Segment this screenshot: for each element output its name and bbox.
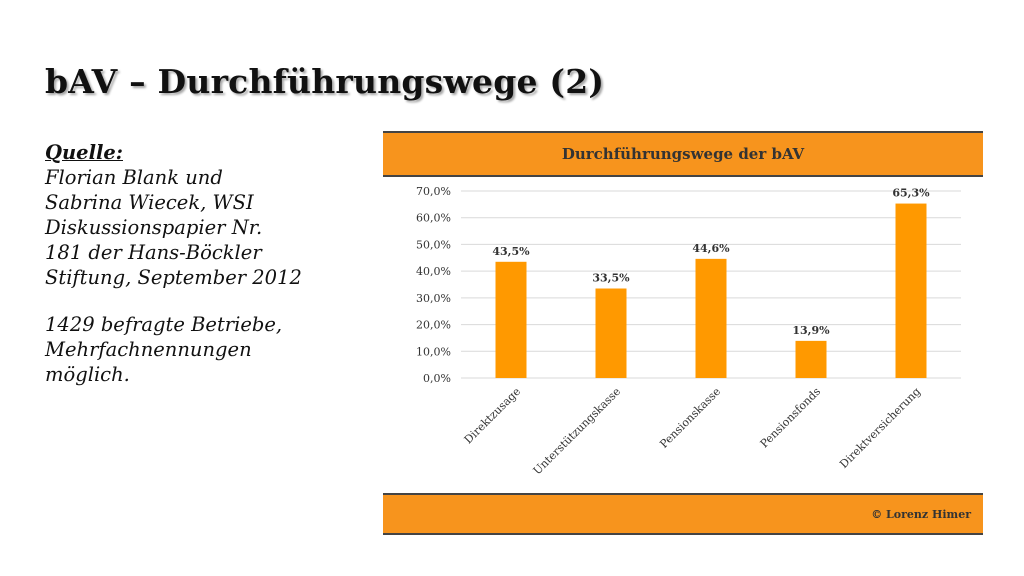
slide-title: bAV – Durchführungswege (2)	[45, 62, 605, 101]
bar	[595, 288, 627, 378]
note-line: Mehrfachnennungen	[45, 338, 252, 361]
data-label: 33,5%	[592, 272, 630, 285]
bar	[895, 203, 927, 378]
chart-footer: © Lorenz Himer	[383, 493, 983, 533]
x-tick-label: Direktzusage	[462, 385, 523, 446]
source-heading: Quelle:	[45, 141, 123, 164]
y-tick-label: 60,0%	[416, 212, 451, 225]
spacer	[45, 290, 375, 312]
x-tick-label: Pensionsfonds	[758, 385, 824, 451]
source-line: Florian Blank und	[45, 166, 223, 189]
y-tick-label: 30,0%	[416, 292, 451, 305]
source-line: Sabrina Wiecek, WSI	[45, 191, 254, 214]
data-label: 44,6%	[692, 242, 730, 255]
bar	[495, 261, 527, 378]
copyright-text: © Lorenz Himer	[871, 507, 971, 521]
y-tick-label: 40,0%	[416, 265, 451, 278]
chart-container: Durchführungswege der bAV 0,0% 10,0% 20,0%…	[383, 131, 983, 535]
x-tick-label: Pensionskasse	[657, 385, 723, 451]
chart-title: Durchführungswege der bAV	[383, 133, 983, 177]
source-line: Diskussionspapier Nr.	[45, 216, 263, 239]
bar	[695, 258, 727, 378]
y-tick-label: 10,0%	[416, 345, 451, 358]
note-line: 1429 befragte Betriebe,	[45, 313, 283, 336]
bar	[795, 340, 827, 378]
note-line: möglich.	[45, 363, 130, 386]
x-tick-label: Direktversicherung	[837, 385, 923, 471]
data-label: 43,5%	[492, 245, 530, 258]
source-block: Quelle: Florian Blank und Sabrina Wiecek…	[45, 140, 375, 387]
y-tick-label: 0,0%	[423, 372, 451, 385]
data-label: 65,3%	[892, 187, 930, 200]
source-line: 181 der Hans-Böckler	[45, 241, 262, 264]
y-tick-label: 50,0%	[416, 238, 451, 251]
y-tick-label: 20,0%	[416, 319, 451, 332]
bar-chart: 0,0% 10,0% 20,0% 30,0% 40,0% 50,0% 60,0% 70,0% 4…	[416, 185, 961, 477]
source-line: Stiftung, September 2012	[45, 266, 302, 289]
y-tick-label: 70,0%	[416, 185, 451, 198]
data-label: 13,9%	[792, 324, 830, 337]
x-tick-label: Unterstützungskasse	[531, 385, 623, 477]
